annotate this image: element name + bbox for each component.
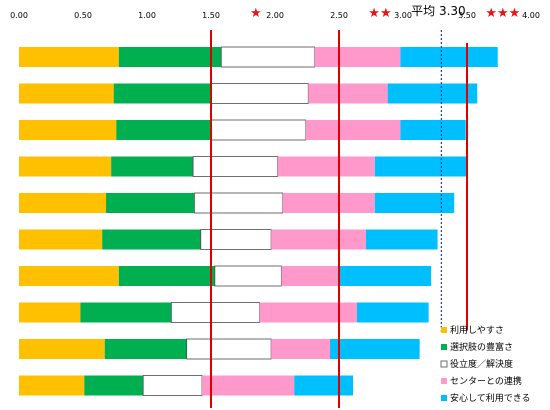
bar-segment-series-1 xyxy=(19,47,119,67)
legend-swatch xyxy=(441,327,447,333)
bar-segment-series-2 xyxy=(111,156,194,177)
bar-segment-series-3 xyxy=(186,338,272,360)
legend-label: 役立度／解決度 xyxy=(450,358,513,370)
star-rating-3: ★★★ xyxy=(485,6,520,21)
bar-segment-series-5 xyxy=(374,156,467,177)
bars xyxy=(19,46,498,396)
bar-segment-series-4 xyxy=(271,229,366,250)
bar-segment-series-3 xyxy=(170,302,261,323)
bar-segment-series-1 xyxy=(19,193,107,213)
legend-swatch xyxy=(441,395,447,401)
x-tick-label: 3.00 xyxy=(394,11,412,20)
star-rating-1: ★ xyxy=(250,6,262,21)
bar-segment-series-1 xyxy=(19,83,114,104)
bar-segment-series-4 xyxy=(271,339,331,359)
x-tick-label: 2.00 xyxy=(266,11,284,20)
bar-segment-series-1 xyxy=(19,375,85,396)
star-rating-2: ★★ xyxy=(368,6,391,21)
x-tick-label: 3.50 xyxy=(458,11,476,20)
bar-segment-series-3 xyxy=(210,119,307,141)
x-tick-label: 0.50 xyxy=(74,11,92,20)
bar-segment-series-4 xyxy=(281,266,338,286)
bar-segment-series-3 xyxy=(193,192,284,214)
legend-label: センターとの連携 xyxy=(450,375,522,387)
average-label: 平均 3.30 xyxy=(411,4,466,18)
x-tick-label: 1.50 xyxy=(202,11,220,20)
bar-segment-series-1 xyxy=(19,302,81,323)
bar-segment-series-4 xyxy=(314,47,401,67)
bar-segment-series-4 xyxy=(308,83,388,104)
x-tick-label: 0.00 xyxy=(10,11,28,20)
bar-segment-series-4 xyxy=(277,156,375,177)
bar-segment-series-1 xyxy=(19,156,112,177)
bar-segment-series-4 xyxy=(305,120,401,140)
legend-swatch xyxy=(441,344,447,350)
reference-lines: 平均 3.30 xyxy=(210,4,468,408)
bar-segment-series-5 xyxy=(337,266,432,286)
bar-segment-series-5 xyxy=(400,47,498,67)
x-tick-label: 4.00 xyxy=(522,11,540,20)
annotations: ★ ★★ ★★★ xyxy=(250,6,520,21)
bar-segment-series-2 xyxy=(118,266,215,286)
bar-segment-series-5 xyxy=(365,229,438,250)
legend-label: 選択肢の豊富さ xyxy=(450,341,513,353)
bar-segment-series-2 xyxy=(84,375,144,396)
bar-segment-series-3 xyxy=(210,83,309,104)
bar-segment-series-1 xyxy=(19,229,103,250)
legend-swatch xyxy=(440,360,448,368)
legend-swatch xyxy=(441,378,447,384)
bar-segment-series-2 xyxy=(106,193,195,213)
bar-segment-series-5 xyxy=(356,302,429,323)
bar-segment-series-4 xyxy=(282,193,375,213)
bar-segment-series-1 xyxy=(19,120,117,140)
bar-segment-series-2 xyxy=(116,120,211,140)
bar-segment-series-4 xyxy=(259,302,357,323)
bar-segment-series-2 xyxy=(113,83,211,104)
bar-segment-series-2 xyxy=(118,47,222,67)
bar-segment-series-2 xyxy=(102,229,201,250)
bar-segment-series-5 xyxy=(400,120,466,140)
legend-label: 安心して利用できる xyxy=(450,392,531,404)
x-tick-label: 1.00 xyxy=(138,11,156,20)
bar-segment-series-2 xyxy=(80,302,172,323)
bar-segment-series-4 xyxy=(202,375,295,396)
x-tick-label: 2.50 xyxy=(330,11,348,20)
bar-segment-series-5 xyxy=(387,83,478,104)
legend-label: 利用しやすさ xyxy=(450,324,504,336)
x-axis-ticks: 0.00 0.50 1.00 1.50 2.00 2.50 3.00 3.50 4.00 xyxy=(10,11,540,20)
bar-segment-series-1 xyxy=(19,266,119,286)
bar-segment-series-3 xyxy=(220,46,316,68)
bar-segment-series-3 xyxy=(192,156,278,177)
bar-segment-series-3 xyxy=(142,375,203,396)
bar-segment-series-2 xyxy=(104,339,187,359)
bar-segment-series-5 xyxy=(294,375,354,396)
bar-segment-series-3 xyxy=(214,265,282,287)
bar-segment-series-5 xyxy=(374,193,455,213)
bar-segment-series-5 xyxy=(330,339,420,359)
bar-segment-series-1 xyxy=(19,339,105,359)
